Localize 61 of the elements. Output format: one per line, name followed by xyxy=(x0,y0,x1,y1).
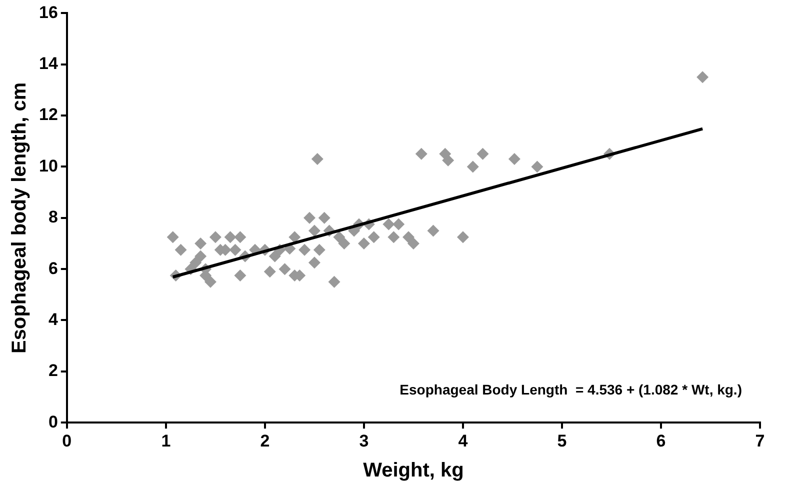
x-tick-label: 0 xyxy=(62,431,72,450)
x-tick-label: 4 xyxy=(458,431,468,450)
point xyxy=(358,237,370,250)
x-tick-label: 7 xyxy=(755,431,765,450)
y-tick-label: 12 xyxy=(38,105,58,124)
x-tick-label: 1 xyxy=(161,431,171,450)
point xyxy=(333,231,346,244)
x-tick-label: 5 xyxy=(557,431,567,450)
point xyxy=(204,276,216,288)
point xyxy=(313,244,326,256)
point xyxy=(303,212,316,224)
point xyxy=(382,218,395,230)
point xyxy=(696,71,709,84)
x-axis-title: Weight, kg xyxy=(363,460,464,482)
y-tick-label: 4 xyxy=(48,310,58,329)
point xyxy=(229,244,242,256)
point xyxy=(318,212,330,224)
point xyxy=(268,250,281,262)
point xyxy=(415,148,428,160)
point xyxy=(392,218,405,230)
point xyxy=(456,231,469,244)
point xyxy=(442,154,454,166)
point xyxy=(402,231,415,244)
y-tick-label: 8 xyxy=(48,208,58,227)
point xyxy=(166,231,179,244)
y-tick-label: 14 xyxy=(38,54,58,74)
point xyxy=(224,231,236,244)
point xyxy=(308,256,320,269)
point xyxy=(194,250,207,262)
point xyxy=(407,237,420,250)
point xyxy=(308,224,320,237)
point xyxy=(338,237,350,250)
point xyxy=(298,244,311,256)
point xyxy=(427,224,440,237)
point xyxy=(194,237,207,250)
point xyxy=(190,256,202,269)
point xyxy=(328,276,340,288)
point xyxy=(234,269,246,282)
point xyxy=(466,160,479,173)
point xyxy=(209,231,222,244)
point xyxy=(288,231,301,244)
point xyxy=(278,263,291,276)
point xyxy=(531,160,544,173)
y-tick-label: 2 xyxy=(48,361,58,380)
point xyxy=(234,231,246,244)
point xyxy=(264,266,276,278)
y-tick-label: 10 xyxy=(38,156,58,176)
point xyxy=(174,244,187,256)
point xyxy=(476,148,489,160)
y-tick-label: 6 xyxy=(48,258,58,278)
point xyxy=(368,231,380,244)
point xyxy=(508,153,520,166)
y-axis-title: Esophageal body length, cm xyxy=(8,82,31,354)
y-tick-label: 0 xyxy=(48,412,58,432)
annotation: Esophageal Body Length = 4.536 + (1.082 * Wt, kg.) xyxy=(400,381,742,398)
x-tick-label: 2 xyxy=(260,431,270,450)
point xyxy=(311,153,324,166)
x-tick-label: 6 xyxy=(656,431,666,450)
point xyxy=(388,231,400,244)
y-tick-label: 16 xyxy=(38,2,58,22)
x-tick-label: 3 xyxy=(359,431,369,450)
